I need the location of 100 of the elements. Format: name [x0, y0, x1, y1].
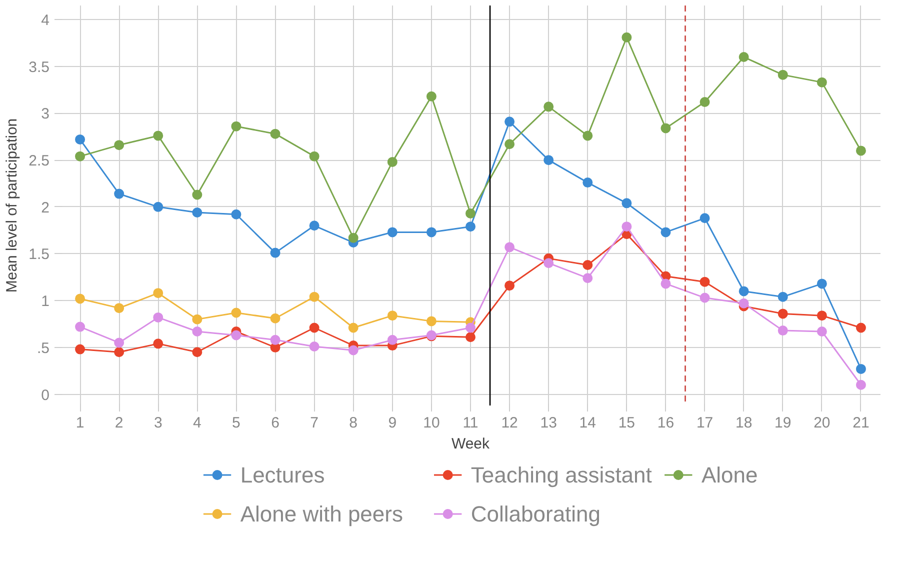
point: [153, 312, 164, 322]
point: [700, 292, 710, 303]
point: [426, 227, 436, 238]
point: [700, 213, 710, 224]
x-tick-label: 4: [192, 414, 202, 432]
point: [582, 130, 593, 141]
point: [270, 313, 280, 324]
point: [270, 128, 280, 139]
y-tick-label: 0: [41, 386, 50, 404]
point: [387, 227, 398, 238]
point: [153, 288, 164, 298]
point: [348, 322, 358, 333]
point: [466, 208, 476, 218]
point: [544, 102, 554, 112]
point: [856, 364, 866, 374]
point: [114, 188, 124, 199]
point: [153, 202, 164, 212]
point: [660, 123, 671, 134]
x-tick-label: 20: [814, 414, 830, 432]
x-tick-label: 13: [540, 414, 557, 432]
y-tick-label: 4: [41, 12, 50, 30]
point: [700, 276, 710, 287]
x-tick-label: 1: [76, 414, 84, 432]
point: [231, 121, 242, 132]
point: [75, 322, 86, 332]
point: [231, 308, 242, 318]
point: [231, 330, 242, 340]
point: [778, 292, 788, 302]
x-tick-label: 16: [657, 414, 674, 432]
y-tick-label: 2.5: [28, 152, 50, 170]
point: [544, 258, 554, 268]
point: [426, 316, 436, 326]
point: [504, 116, 515, 127]
point: [816, 326, 827, 336]
point: [114, 347, 124, 358]
x-tick-label: 15: [618, 414, 636, 432]
point: [816, 278, 827, 289]
x-tick-label: 6: [271, 414, 280, 432]
point: [231, 209, 242, 220]
point: [348, 345, 358, 356]
point: [816, 77, 827, 88]
point: [738, 286, 749, 296]
point: [622, 222, 632, 232]
legend-label: Collaborating: [470, 502, 601, 526]
point: [738, 52, 749, 62]
point: [270, 248, 280, 258]
point: [153, 130, 164, 141]
point: [856, 322, 866, 333]
y-tick-label: 1.5: [28, 246, 50, 264]
point: [504, 242, 515, 252]
point: [192, 326, 202, 336]
point: [270, 334, 280, 345]
x-tick-label: 18: [735, 414, 752, 432]
point: [466, 222, 476, 232]
y-axis-title: Mean level of participation: [4, 118, 21, 293]
y-tick-label: 2: [41, 199, 50, 216]
point: [192, 190, 202, 200]
point: [778, 70, 788, 80]
point: [738, 298, 749, 308]
point: [309, 322, 320, 333]
x-tick-label: 21: [852, 414, 870, 432]
y-tick-label: 3: [41, 106, 50, 123]
y-tick-label: 1: [41, 293, 50, 310]
point: [856, 380, 866, 390]
x-tick-label: 19: [774, 414, 792, 432]
point: [114, 140, 124, 150]
x-tick-label: 11: [462, 414, 478, 432]
point: [309, 151, 320, 162]
point: [660, 227, 671, 238]
point: [192, 347, 202, 358]
point: [856, 146, 866, 156]
point: [660, 278, 671, 289]
point: [700, 96, 710, 107]
point: [114, 303, 124, 314]
point: [582, 260, 593, 270]
point: [75, 134, 86, 144]
point: [387, 310, 398, 321]
point: [75, 344, 86, 354]
y-tick-label: 3.5: [28, 58, 50, 76]
point: [192, 314, 202, 324]
point: [778, 308, 788, 319]
x-axis-title: Week: [451, 436, 490, 452]
point: [466, 332, 476, 342]
x-tick-label: 9: [388, 414, 397, 432]
point: [582, 273, 593, 284]
x-tick-label: 3: [154, 414, 162, 432]
point: [504, 139, 515, 150]
x-tick-label: 12: [501, 414, 518, 432]
point: [466, 322, 476, 333]
point: [504, 280, 515, 291]
y-tick-label: .5: [36, 340, 50, 357]
point: [387, 334, 398, 345]
point: [544, 155, 554, 166]
legend-label: Lectures: [240, 462, 325, 488]
x-tick-label: 5: [232, 414, 240, 432]
point: [348, 232, 358, 243]
x-tick-label: 14: [579, 414, 596, 432]
point: [153, 338, 164, 349]
x-tick-label: 7: [310, 414, 318, 432]
point: [426, 91, 436, 102]
